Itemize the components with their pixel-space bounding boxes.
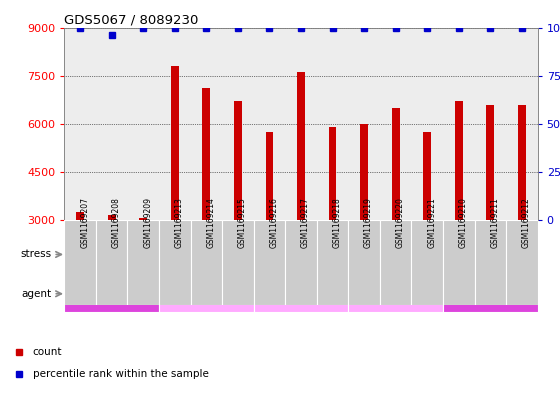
Text: GSM1169215: GSM1169215 <box>238 197 247 248</box>
Bar <box>360 124 368 220</box>
Bar <box>317 220 348 305</box>
Bar <box>412 220 443 305</box>
Text: agent: agent <box>22 289 52 299</box>
Text: BB2-162: BB2-162 <box>282 298 320 307</box>
Bar <box>108 215 116 220</box>
Bar <box>412 28 443 220</box>
Bar <box>518 105 526 220</box>
Bar <box>190 220 222 305</box>
Bar <box>254 28 285 220</box>
Text: oligooxopiperazine: oligooxopiperazine <box>262 284 340 293</box>
Bar <box>64 275 159 312</box>
Bar <box>348 220 380 305</box>
Bar <box>159 28 190 220</box>
Text: GSM1169209: GSM1169209 <box>143 197 152 248</box>
Bar <box>222 28 254 220</box>
Text: normoxia: normoxia <box>86 250 138 259</box>
Bar <box>254 220 285 305</box>
Bar <box>297 72 305 220</box>
Text: GSM1169211: GSM1169211 <box>491 197 500 248</box>
Bar <box>139 219 147 220</box>
Text: GSM1169212: GSM1169212 <box>522 197 531 248</box>
Bar <box>474 28 506 220</box>
Bar <box>64 240 159 269</box>
Text: GSM1169207: GSM1169207 <box>80 197 89 248</box>
Text: percentile rank within the sample: percentile rank within the sample <box>32 369 208 379</box>
Bar <box>159 240 538 269</box>
Text: GSM1169220: GSM1169220 <box>395 197 405 248</box>
Text: GSM1169210: GSM1169210 <box>459 197 468 248</box>
Bar <box>190 28 222 220</box>
Text: control: control <box>91 287 132 300</box>
Bar <box>222 220 254 305</box>
Text: oligooxopiperazine: oligooxopiperazine <box>167 284 246 293</box>
Text: GSM1169214: GSM1169214 <box>206 197 216 248</box>
Text: GDS5067 / 8089230: GDS5067 / 8089230 <box>64 13 199 26</box>
Bar <box>380 28 412 220</box>
Text: stress: stress <box>21 250 52 259</box>
Bar <box>128 28 159 220</box>
Text: hypoxia: hypoxia <box>326 250 370 259</box>
Bar <box>317 28 348 220</box>
Bar <box>285 28 317 220</box>
Text: BB2-282: BB2-282 <box>376 298 415 307</box>
Bar <box>265 132 273 220</box>
Bar <box>423 132 431 220</box>
Bar <box>96 28 128 220</box>
Bar <box>486 105 494 220</box>
Bar <box>506 220 538 305</box>
Text: BB2-125: BB2-125 <box>187 298 226 307</box>
Bar <box>285 220 317 305</box>
Text: GSM1169221: GSM1169221 <box>427 197 436 248</box>
Bar <box>96 220 128 305</box>
Bar <box>329 127 337 220</box>
Bar <box>64 220 96 305</box>
Text: GSM1169216: GSM1169216 <box>269 197 278 248</box>
Bar <box>443 28 474 220</box>
Bar <box>474 220 506 305</box>
Text: GSM1169219: GSM1169219 <box>364 197 373 248</box>
Bar <box>455 101 463 220</box>
Bar <box>202 88 211 220</box>
Bar <box>443 220 474 305</box>
Bar <box>171 66 179 220</box>
Bar <box>506 28 538 220</box>
Text: control: control <box>470 287 511 300</box>
Bar <box>443 275 538 312</box>
Text: GSM1169213: GSM1169213 <box>175 197 184 248</box>
Bar <box>348 275 443 312</box>
Bar <box>234 101 242 220</box>
Text: GSM1169217: GSM1169217 <box>301 197 310 248</box>
Text: GSM1169218: GSM1169218 <box>333 197 342 248</box>
Bar <box>159 275 254 312</box>
Bar <box>76 212 84 220</box>
Bar <box>64 28 96 220</box>
Bar <box>159 220 190 305</box>
Text: GSM1169208: GSM1169208 <box>112 197 121 248</box>
Text: count: count <box>32 347 62 357</box>
Bar <box>348 28 380 220</box>
Bar <box>128 220 159 305</box>
Bar <box>391 108 400 220</box>
Text: oligooxopiperazine: oligooxopiperazine <box>356 284 435 293</box>
Bar <box>380 220 412 305</box>
Bar <box>254 275 348 312</box>
